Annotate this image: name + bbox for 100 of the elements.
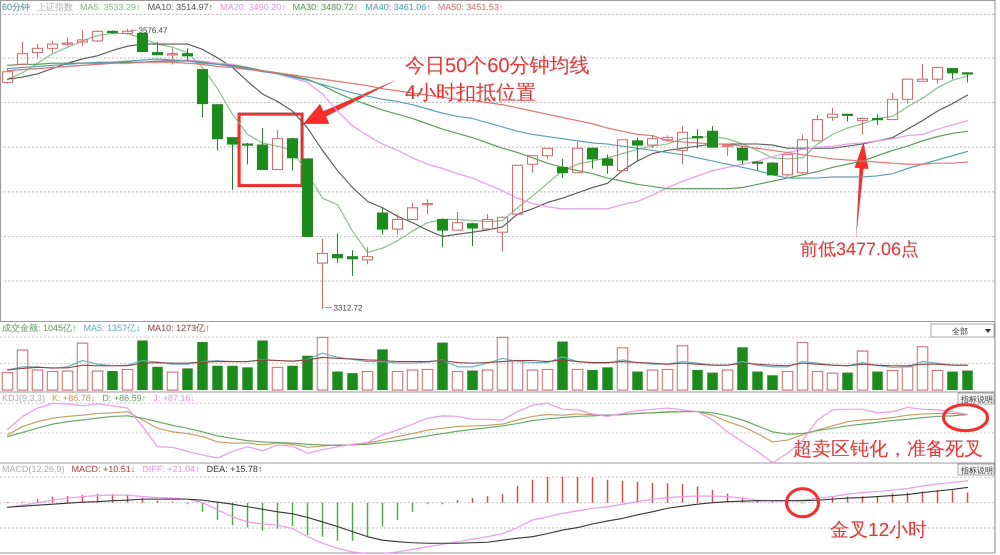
bar (287, 366, 298, 390)
bar (842, 372, 853, 390)
candlestick (692, 128, 703, 149)
bar (32, 369, 44, 390)
bar (76, 342, 88, 390)
bar (2, 372, 14, 390)
bar (107, 371, 118, 390)
bar (362, 371, 374, 390)
text: 指标说明 (960, 466, 993, 475)
bar (856, 350, 868, 390)
bar (316, 336, 328, 390)
text: MACD: +10.51↓ (72, 464, 136, 474)
bar (512, 360, 524, 390)
bar (452, 371, 464, 390)
text: J: +87.16↓ (153, 393, 195, 403)
bar (302, 356, 313, 390)
bar (92, 370, 104, 390)
bar (737, 347, 748, 390)
bar (392, 371, 404, 390)
chart-subtitle: 上证指数 (37, 2, 74, 12)
bar (916, 346, 928, 390)
bar (767, 375, 778, 390)
candlestick (677, 125, 688, 165)
bar (947, 372, 958, 390)
text: MA10: 3514.97↑ (148, 2, 214, 12)
text: MA10: 1273亿↑ (148, 323, 210, 333)
bar (377, 349, 388, 390)
bar (496, 336, 508, 390)
bar (272, 366, 284, 390)
bar (197, 342, 208, 390)
candlestick (632, 137, 643, 162)
chart-title: KDJ(9,3,3) (2, 393, 46, 403)
chart-title: 60分钟 (2, 2, 30, 12)
bar (347, 373, 358, 390)
series-label: 成交金额: 1045亿↑ (2, 323, 77, 333)
bar (752, 372, 763, 390)
bar (616, 347, 628, 390)
bar (166, 372, 178, 390)
bar (437, 342, 448, 390)
bar (122, 368, 134, 390)
bar (962, 370, 973, 390)
bar (662, 368, 674, 390)
bar (257, 340, 268, 390)
bar (152, 366, 163, 390)
bar (62, 370, 74, 390)
bar (692, 370, 703, 390)
bar (826, 372, 838, 390)
bar (482, 369, 494, 390)
text: MA50: 3451.53↑ (438, 2, 504, 12)
bar (242, 367, 253, 390)
text: 全部 (952, 327, 968, 336)
annotation: 3576.47 (138, 26, 168, 36)
bar (602, 367, 613, 390)
text: MA5: 3533.29↑ (80, 2, 141, 12)
bar (872, 372, 883, 390)
text: MA20: 3490.20↑ (220, 2, 286, 12)
bar (16, 349, 28, 390)
candlestick (332, 232, 343, 264)
bar (422, 368, 434, 390)
bar (526, 369, 538, 390)
bar (812, 371, 824, 390)
candlestick (392, 214, 403, 235)
annotation: 超卖区钝化，准备死叉 (793, 439, 983, 460)
bar (572, 368, 584, 390)
bar (646, 369, 658, 390)
annotation: 3312.72 (334, 304, 363, 313)
bar (46, 371, 58, 390)
bar (676, 345, 688, 390)
candlestick (872, 114, 883, 126)
annotation: 指标说明 (960, 395, 993, 404)
bar (886, 370, 898, 390)
annotation: 金叉12小时 (830, 520, 928, 541)
candlestick (557, 158, 568, 179)
bar (557, 342, 568, 390)
series-label: D: +86.59↑ (102, 393, 146, 403)
bar (332, 372, 343, 390)
text: MA30: 3480.72↑ (292, 2, 358, 12)
bar (406, 369, 418, 390)
bar (212, 366, 223, 390)
bar (722, 369, 734, 390)
chart-title: MACD(12,26,9) (2, 464, 65, 474)
bar (542, 368, 554, 390)
candlestick (32, 44, 43, 58)
text: MA40: 3461.06↑ (365, 2, 431, 12)
bar (796, 342, 808, 390)
bar (782, 371, 794, 390)
bar (707, 372, 718, 390)
bar (227, 366, 238, 390)
text: DEA: +15.78↑ (206, 464, 262, 474)
bar (932, 370, 944, 390)
bar (587, 370, 598, 390)
text: MA5: 1357亿↓ (84, 323, 141, 333)
bar (137, 340, 148, 390)
bar (902, 366, 914, 390)
series-label: K: +86.78↓ (52, 393, 96, 403)
candlestick (602, 154, 613, 174)
text: DIFF: +21.04↑ (142, 464, 200, 474)
bar (182, 368, 193, 390)
bar (632, 372, 643, 390)
annotation: 前低3477.06点 (800, 239, 920, 259)
